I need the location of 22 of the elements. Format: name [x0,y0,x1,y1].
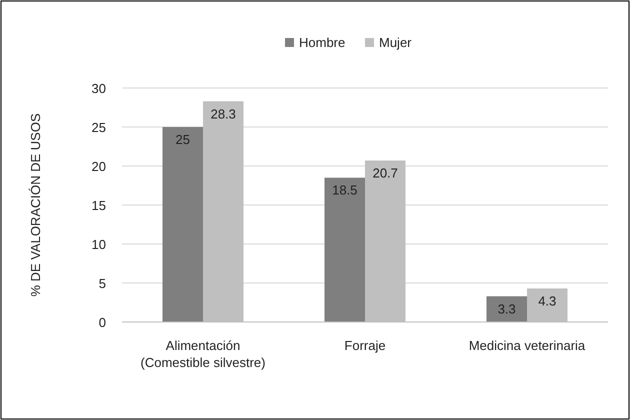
bar [486,296,527,322]
data-label: 20.7 [372,166,398,181]
y-tick-label: 10 [92,237,106,252]
y-tick-label: 0 [98,315,106,330]
y-axis-title: % DE VALORACIÓN DE USOS [28,113,43,297]
data-label: 18.5 [332,182,358,198]
y-tick-label: 5 [98,276,106,291]
legend-label: Mujer [379,35,412,50]
y-tick-label: 30 [92,81,106,96]
y-tick-label: 15 [92,198,106,213]
data-label: 3.3 [498,301,516,316]
bar [324,178,365,322]
data-label: 25 [176,132,190,147]
data-label: 28.3 [210,106,236,122]
bar [162,127,203,322]
legend-label: Hombre [299,35,346,50]
x-tick-label: Forraje [344,338,386,353]
x-tick-label: Alimentación (Comestible silvestre) [140,338,266,370]
data-label: 4.3 [538,293,556,308]
y-tick-label: 20 [92,159,106,174]
x-tick-label: Medicina veterinaria [468,338,586,353]
y-tick-label: 25 [92,120,106,135]
